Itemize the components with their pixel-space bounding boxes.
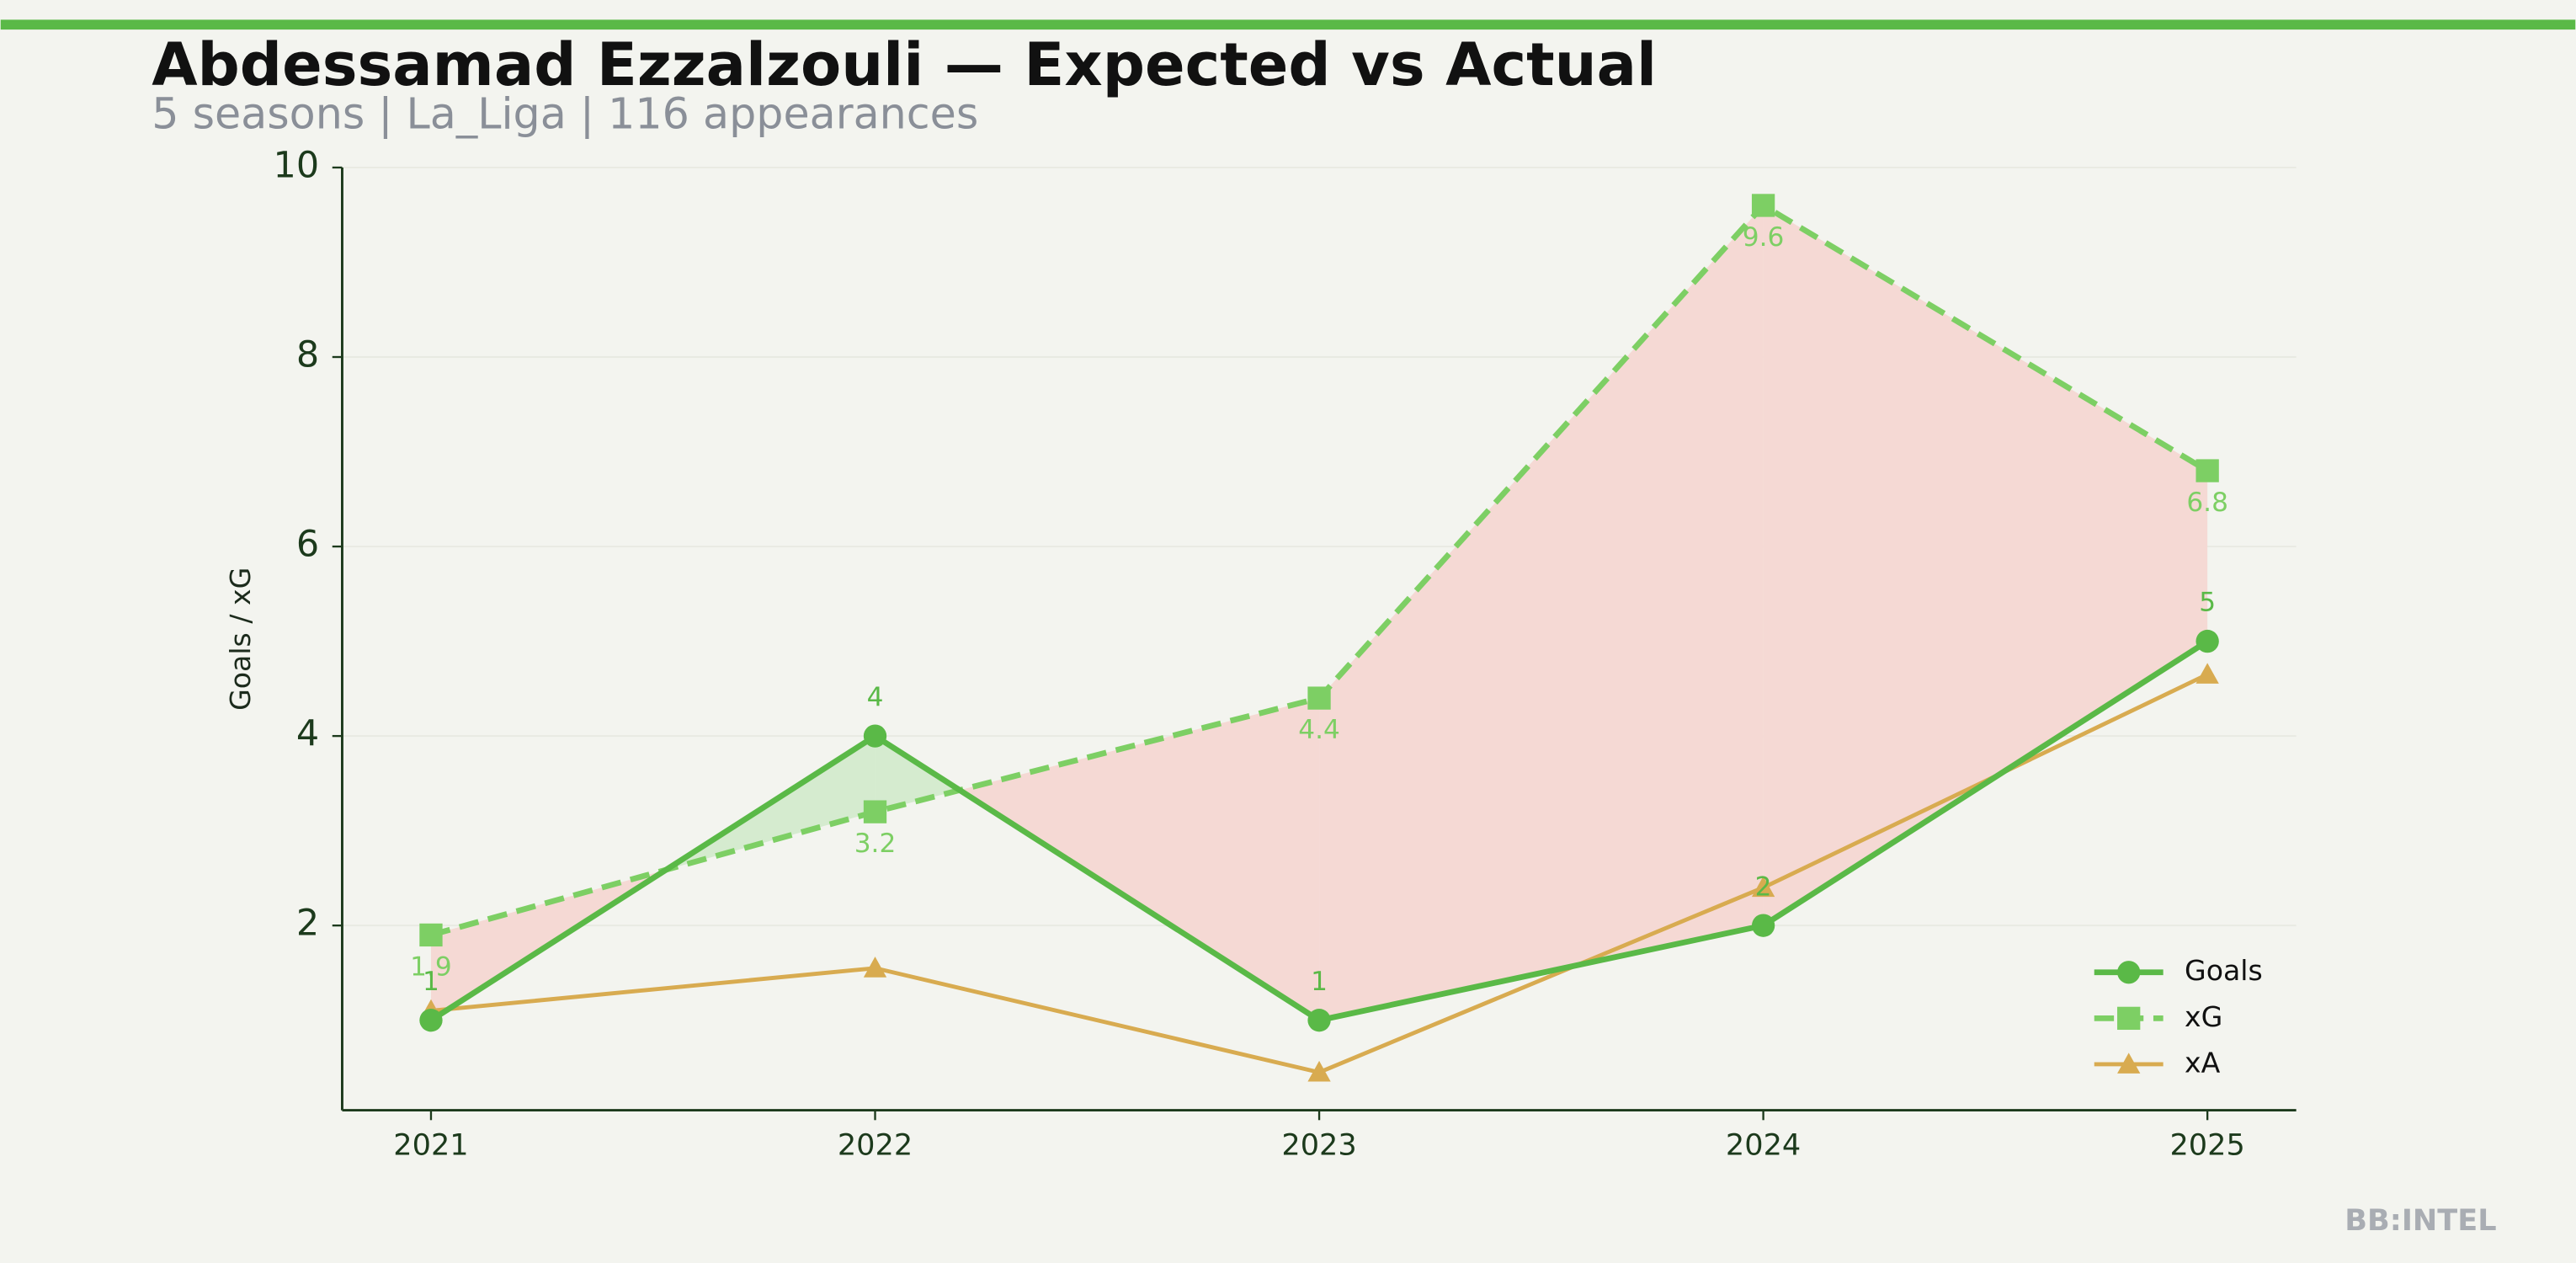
- point: [1307, 1060, 1331, 1082]
- point: [1751, 876, 1775, 898]
- chart-subtitle: 5 seasons | La_Liga | 116 appearances: [152, 88, 978, 139]
- gap-fill: [960, 698, 1320, 1021]
- point: [863, 957, 887, 978]
- legend-label: xA: [2185, 1046, 2221, 1079]
- legend-label: xG: [2185, 1000, 2222, 1033]
- x-tick-label: 2021: [393, 1128, 468, 1163]
- gap-fill: [875, 736, 961, 813]
- point: [419, 923, 443, 947]
- value-label: 4.4: [1298, 715, 1340, 745]
- value-label: 1: [423, 967, 439, 997]
- value-label: 4: [867, 682, 884, 712]
- point: [1307, 1009, 1331, 1032]
- point: [2195, 663, 2219, 684]
- value-label: 1.9: [410, 951, 452, 982]
- gap-fill: [666, 736, 876, 870]
- y-axis-label: Goals / xG: [224, 568, 257, 711]
- value-label: 3.2: [854, 829, 897, 859]
- top-bar: [0, 19, 2576, 30]
- legend-marker: [2117, 1006, 2141, 1031]
- point: [2195, 629, 2219, 653]
- legend-label: Goals: [2185, 954, 2263, 987]
- point: [419, 1009, 443, 1032]
- x-tick-label: 2025: [2169, 1128, 2244, 1163]
- value-label: 9.6: [1743, 222, 1785, 253]
- x-tick-label: 2024: [1726, 1128, 1801, 1163]
- y-tick-label: 2: [296, 903, 319, 945]
- point: [863, 724, 887, 748]
- point: [1751, 914, 1775, 937]
- watermark: BB:INTEL: [2344, 1203, 2496, 1238]
- point: [2195, 459, 2219, 482]
- point: [863, 800, 887, 823]
- legend-marker: [2117, 1052, 2141, 1074]
- value-label: 6.8: [2186, 488, 2228, 518]
- value-label: 5: [2199, 588, 2216, 618]
- y-tick-label: 10: [274, 144, 320, 186]
- y-tick-label: 4: [296, 713, 319, 755]
- chart-title: Abdessamad Ezzalzouli — Expected vs Actu…: [152, 30, 1657, 99]
- point: [1751, 194, 1775, 217]
- y-tick-label: 6: [296, 524, 319, 566]
- value-label: 1: [1311, 967, 1328, 997]
- legend-marker: [2117, 961, 2141, 984]
- gap-fill: [1763, 205, 2208, 926]
- point: [1307, 686, 1331, 710]
- y-tick-label: 8: [296, 334, 319, 376]
- gap-fill: [1319, 205, 1764, 1021]
- value-label: 2: [1755, 871, 1772, 902]
- x-tick-label: 2022: [838, 1128, 913, 1163]
- x-tick-label: 2023: [1281, 1128, 1356, 1163]
